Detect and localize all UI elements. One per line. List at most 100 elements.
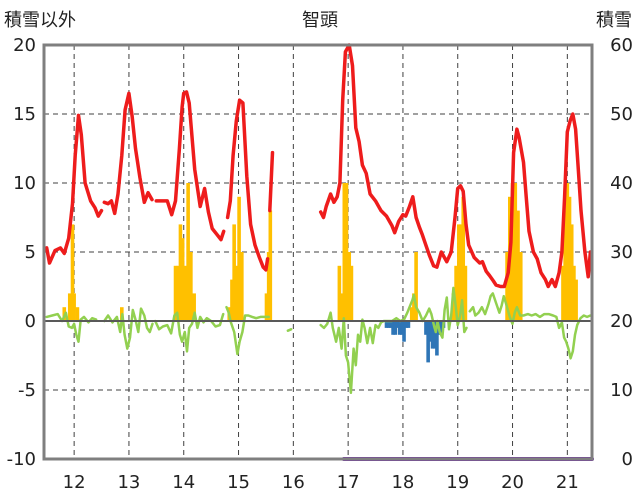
y-right-tick-label: 40	[610, 173, 633, 194]
y-left-tick-label: 0	[25, 311, 36, 332]
orange-bar	[574, 279, 578, 321]
x-tick-label: 20	[501, 472, 524, 493]
blue-bar	[395, 321, 400, 328]
orange-bar	[344, 183, 349, 321]
blue-bar	[402, 321, 406, 342]
y-left-tick-label: -10	[7, 449, 36, 470]
orange-bar	[565, 183, 570, 321]
orange-bar	[412, 293, 416, 321]
orange-bar	[232, 224, 236, 321]
x-tick-label: 21	[556, 472, 579, 493]
orange-bar	[459, 224, 463, 321]
orange-bar	[563, 210, 567, 321]
y-left-tick-label: -5	[18, 380, 36, 401]
orange-bar	[505, 252, 509, 321]
x-tick-label: 18	[391, 472, 414, 493]
orange-bar	[567, 196, 572, 321]
orange-bar	[347, 252, 352, 321]
red-series-line	[102, 91, 154, 216]
orange-bar	[569, 224, 574, 321]
orange-bar	[180, 238, 185, 321]
red-series-line	[44, 113, 104, 265]
orange-bar	[230, 279, 234, 321]
chart-title: 智頭	[302, 10, 338, 31]
orange-bar	[340, 293, 344, 321]
blue-bar	[435, 321, 439, 356]
y-axis-right-label: 積雪	[596, 10, 632, 31]
orange-bar	[414, 252, 418, 321]
orange-bar	[237, 196, 241, 321]
x-tick-label: 19	[446, 472, 469, 493]
orange-bar	[457, 224, 461, 321]
orange-bar	[234, 265, 239, 321]
orange-bar	[409, 307, 414, 321]
y-right-tick-label: 20	[610, 311, 633, 332]
orange-bar	[186, 183, 190, 321]
y-left-tick-label: 10	[13, 173, 36, 194]
orange-bar	[75, 307, 80, 321]
red-series-line	[268, 150, 275, 213]
orange-bar	[268, 210, 273, 321]
blue-bar	[389, 321, 393, 328]
orange-bar	[192, 293, 196, 321]
orange-bar	[561, 265, 565, 321]
y-right-tick-label: 0	[622, 449, 633, 470]
blue-bar	[430, 321, 435, 349]
orange-bar	[183, 265, 188, 321]
red-series-line	[225, 98, 270, 272]
orange-bar	[510, 183, 515, 321]
blue-bar	[404, 321, 409, 328]
orange-bar	[337, 265, 342, 321]
green-series-line	[103, 307, 154, 350]
orange-bar	[572, 265, 576, 321]
green-series-line	[153, 311, 225, 353]
blue-bar	[391, 321, 395, 335]
green-series-line	[225, 305, 270, 356]
blue-bar	[426, 321, 430, 363]
x-tick-label: 15	[227, 472, 250, 493]
blue-bar	[386, 321, 391, 328]
orange-bar	[513, 183, 518, 321]
orange-bar	[240, 252, 244, 321]
y-right-tick-label: 60	[610, 35, 633, 56]
y-right-tick-label: 30	[610, 242, 633, 263]
y-left-tick-label: 5	[25, 242, 36, 263]
y-left-tick-label: 15	[13, 104, 36, 125]
orange-bar	[264, 293, 269, 321]
green-series-line	[319, 286, 468, 395]
orange-bar	[72, 293, 76, 321]
blue-bar	[432, 321, 437, 349]
blue-bar	[400, 321, 404, 335]
y-axis-left-label: 積雪以外	[4, 10, 76, 31]
orange-bar	[189, 252, 193, 321]
x-tick-label: 16	[282, 472, 305, 493]
orange-bar	[70, 224, 75, 321]
orange-bar	[516, 210, 520, 321]
orange-bar	[173, 265, 178, 321]
y-right-tick-label: 10	[610, 380, 633, 401]
orange-bar	[463, 265, 468, 321]
orange-bar	[342, 183, 347, 321]
x-tick-label: 14	[172, 472, 195, 493]
blue-bar	[424, 321, 428, 335]
green-series-line	[286, 328, 293, 332]
orange-bar	[454, 265, 458, 321]
x-tick-label: 12	[63, 472, 86, 493]
blue-bar	[406, 321, 411, 328]
y-right-tick-label: 50	[610, 104, 633, 125]
orange-bar	[67, 293, 72, 321]
orange-bar	[178, 224, 183, 321]
orange-bar	[518, 252, 523, 321]
orange-bar	[176, 265, 181, 321]
x-tick-label: 13	[117, 472, 140, 493]
blue-bar	[397, 321, 402, 335]
orange-bar	[451, 293, 456, 321]
red-series-line	[154, 90, 226, 242]
orange-bar	[461, 196, 466, 321]
red-series-line	[318, 43, 593, 289]
blue-bar	[428, 321, 433, 342]
blue-bar	[439, 321, 444, 335]
x-tick-label: 17	[337, 472, 360, 493]
